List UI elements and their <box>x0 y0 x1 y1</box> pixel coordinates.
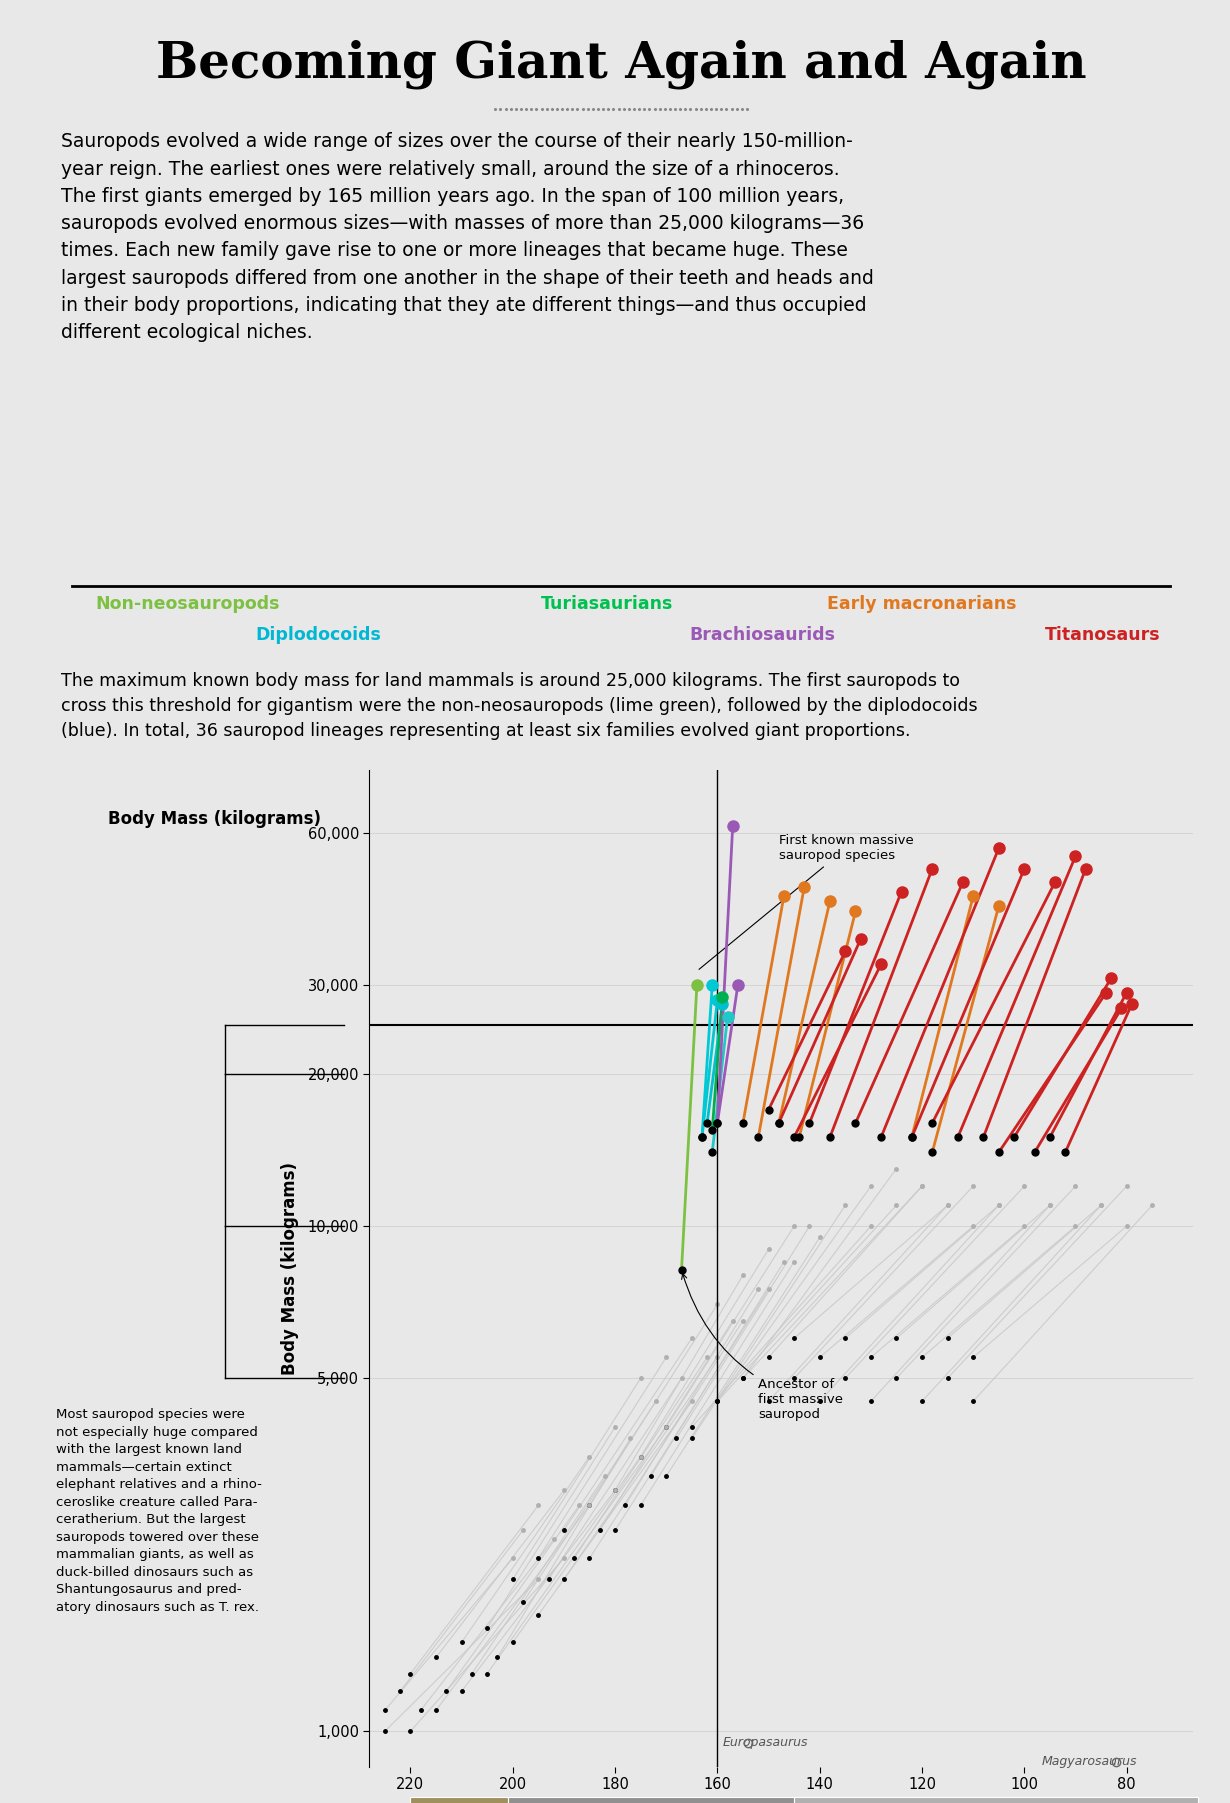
Text: Body Mass (kilograms): Body Mass (kilograms) <box>108 810 321 828</box>
Text: Turiasaurians: Turiasaurians <box>541 595 674 613</box>
Text: Europasaurus: Europasaurus <box>722 1736 808 1749</box>
Text: Non-neosauropods: Non-neosauropods <box>95 595 279 613</box>
Text: Magyarosaurus: Magyarosaurus <box>1042 1756 1137 1769</box>
Text: First known massive
sauropod species: First known massive sauropod species <box>699 835 914 970</box>
Text: Brachiosaurids: Brachiosaurids <box>690 626 835 644</box>
Bar <box>508 1798 795 1803</box>
Text: Diplodocoids: Diplodocoids <box>255 626 381 644</box>
Text: Titanosaurs: Titanosaurs <box>1044 626 1160 644</box>
Text: The maximum known body mass for land mammals is around 25,000 kilograms. The fir: The maximum known body mass for land mam… <box>60 673 978 741</box>
Text: Early macronarians: Early macronarians <box>827 595 1016 613</box>
Text: Becoming Giant Again and Again: Becoming Giant Again and Again <box>156 40 1086 88</box>
Bar <box>795 1798 1198 1803</box>
Text: Ancestor of
first massive
sauropod: Ancestor of first massive sauropod <box>681 1273 844 1421</box>
Y-axis label: Body Mass (kilograms): Body Mass (kilograms) <box>282 1161 299 1376</box>
Text: Most sauropod species were
not especially huge compared
with the largest known l: Most sauropod species were not especiall… <box>55 1408 262 1614</box>
Bar <box>411 1798 508 1803</box>
Text: Sauropods evolved a wide range of sizes over the course of their nearly 150-mill: Sauropods evolved a wide range of sizes … <box>60 132 873 343</box>
